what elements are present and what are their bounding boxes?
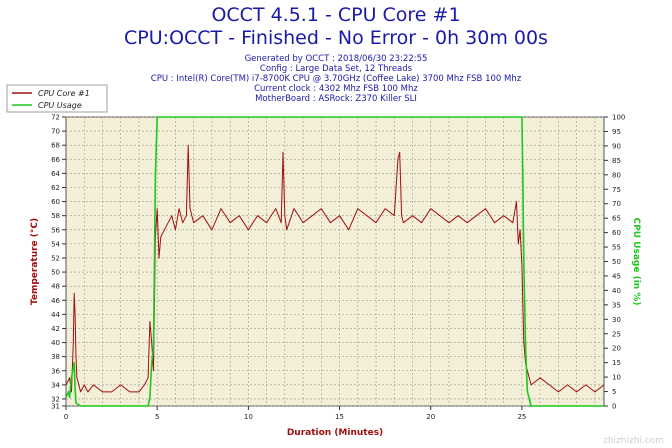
y-tick-label: 58 <box>51 212 60 220</box>
y2-tick-label: 100 <box>612 114 625 122</box>
y-tick-label: 68 <box>51 142 60 150</box>
legend-box <box>6 84 108 113</box>
y2-tick-label: 65 <box>612 215 621 223</box>
y2-tick-label: 45 <box>612 272 621 280</box>
y-tick-label: 54 <box>51 240 60 248</box>
x-tick-label: 0 <box>64 413 68 421</box>
y2-tick-label: 40 <box>612 287 621 295</box>
y-tick-label: 48 <box>51 283 60 291</box>
info-clock: Current clock : 4302 Mhz FSB 100 Mhz <box>254 84 418 94</box>
y-tick-label: 66 <box>51 156 60 164</box>
legend-label: CPU Core #1 <box>38 89 90 98</box>
y-tick-label: 44 <box>51 311 60 319</box>
y-tick-label: 36 <box>51 367 60 375</box>
y2-tick-label: 30 <box>612 316 621 324</box>
y2-tick-label: 10 <box>612 374 621 382</box>
x-tick-label: 25 <box>517 413 526 421</box>
y-tick-label: 64 <box>51 170 60 178</box>
y-tick-label: 31 <box>51 403 60 411</box>
y-tick-label: 38 <box>51 353 60 361</box>
info-generated: Generated by OCCT : 2018/06/30 23:22:55 <box>244 54 428 64</box>
info-config: Config : Large Data Set, 12 Threads <box>259 64 413 74</box>
y2-tick-label: 80 <box>612 171 621 179</box>
info-cpu: CPU : Intel(R) Core(TM) i7-8700K CPU @ 3… <box>150 74 522 84</box>
y-tick-label: 72 <box>51 114 60 122</box>
series-line-cpu-usage <box>65 116 604 407</box>
y-tick-label: 52 <box>51 254 60 262</box>
y2-tick-label: 85 <box>612 157 621 165</box>
y2-axis-label: CPU Usage (in %) <box>631 218 641 306</box>
y-axis-label: Temperature (°C) <box>30 218 40 305</box>
y2-tick-label: 60 <box>612 229 621 237</box>
legend-label: CPU Usage <box>38 101 82 110</box>
y2-tick-label: 35 <box>612 301 621 309</box>
y-tick-label: 42 <box>51 325 60 333</box>
y2-tick-label: 90 <box>612 142 621 150</box>
y2-tick-label: 25 <box>612 330 621 338</box>
y2-tick-label: 50 <box>612 258 621 266</box>
y-tick-label: 60 <box>51 198 60 206</box>
y2-tick-label: 0 <box>612 403 616 411</box>
chart-subtitle: CPU:OCCT - Finished - No Error - 0h 30m … <box>124 27 548 49</box>
y2-tick-label: 55 <box>612 244 621 252</box>
y-tick-label: 56 <box>51 226 60 234</box>
series-line-cpu-core <box>65 144 605 393</box>
x-tick-label: 10 <box>244 413 253 421</box>
y-tick-label: 34 <box>51 381 60 389</box>
y2-tick-label: 75 <box>612 186 621 194</box>
y2-tick-label: 95 <box>612 128 621 136</box>
y2-tick-label: 15 <box>612 359 621 367</box>
y-tick-label: 46 <box>51 297 60 305</box>
chart-title: OCCT 4.5.1 - CPU Core #1 <box>211 4 461 26</box>
x-tick-label: 5 <box>155 413 159 421</box>
y-tick-label: 32 <box>51 395 60 403</box>
info-motherboard: MotherBoard : ASRock: Z370 Killer SLI <box>255 94 417 104</box>
y-tick-label: 70 <box>51 128 60 136</box>
y2-tick-label: 70 <box>612 200 621 208</box>
y-tick-label: 50 <box>51 269 60 277</box>
x-axis-label: Duration (Minutes) <box>287 428 383 438</box>
x-tick-label: 20 <box>426 413 435 421</box>
y2-tick-label: 5 <box>612 388 616 396</box>
x-tick-label: 15 <box>335 413 344 421</box>
y-tick-label: 40 <box>51 339 60 347</box>
y-tick-label: 62 <box>51 184 60 192</box>
watermark: zhizhizhi.com <box>603 436 664 446</box>
y2-tick-label: 20 <box>612 345 621 353</box>
